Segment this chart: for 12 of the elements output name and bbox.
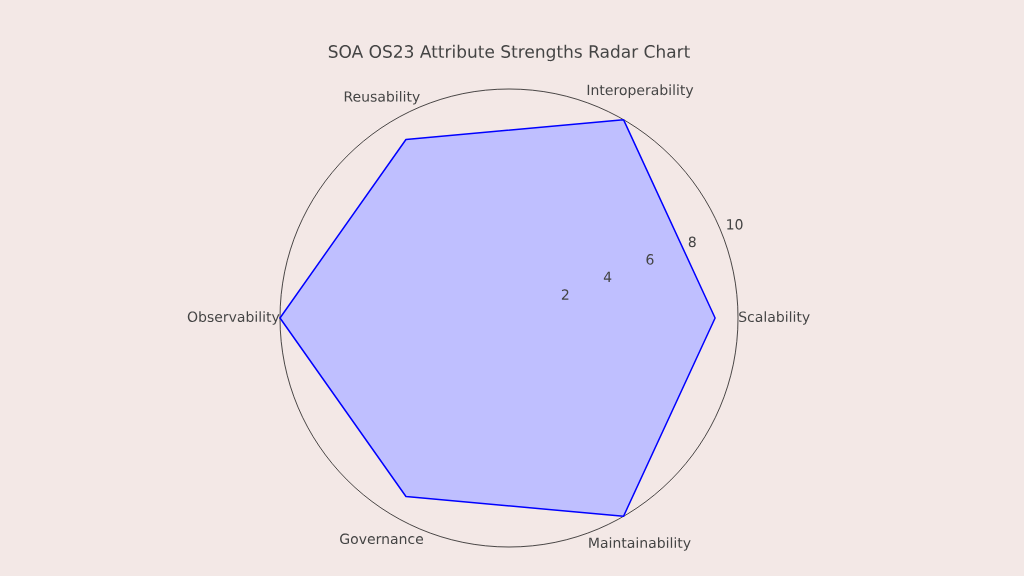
y-tick-label: 8 xyxy=(688,236,696,248)
chart-title: SOA OS23 Attribute Strengths Radar Chart xyxy=(328,44,690,62)
spoke-label: Observability xyxy=(187,311,280,325)
spoke-label: Maintainability xyxy=(589,537,691,551)
spoke-label: Governance xyxy=(340,533,424,545)
y-tick-label: 6 xyxy=(646,254,654,265)
spoke-label: Interoperability xyxy=(587,84,694,98)
spoke-label: Scalability xyxy=(739,311,810,325)
spoke-label: Reusability xyxy=(344,90,420,105)
y-tick-label: 10 xyxy=(727,219,743,230)
y-tick-label: 2 xyxy=(561,289,569,300)
y-tick-label: 4 xyxy=(603,271,612,283)
